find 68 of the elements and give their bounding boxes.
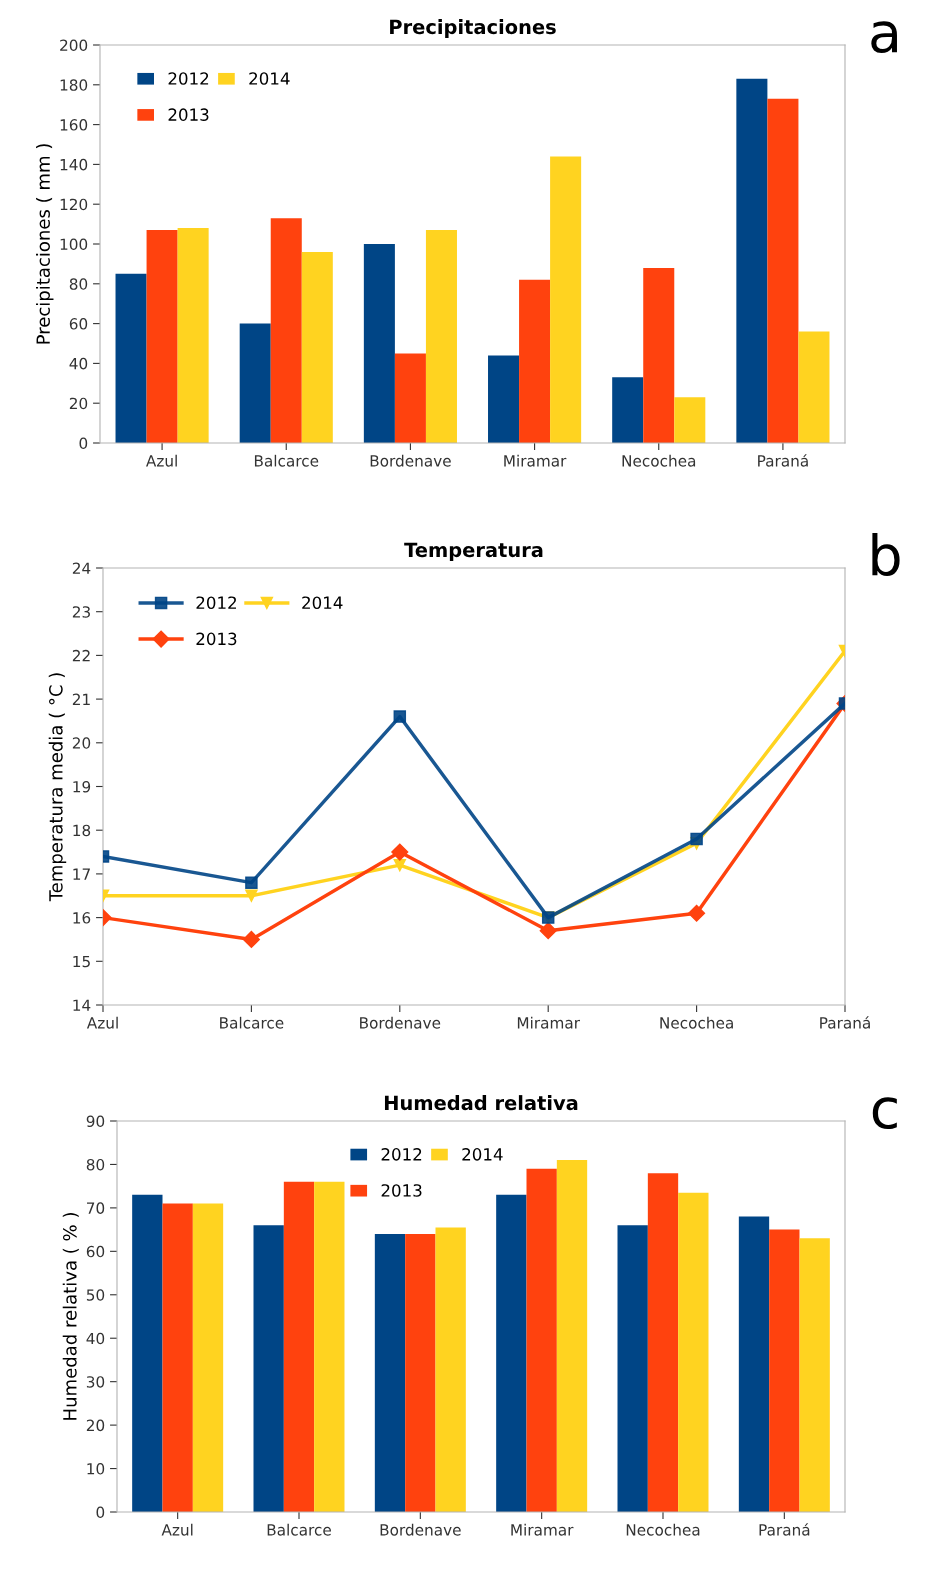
y-tick-label: 60 [86, 1245, 105, 1258]
y-tick-label: 30 [86, 1376, 105, 1388]
y-tick-label: 120 [60, 198, 88, 211]
chart-title: Temperatura [404, 542, 543, 561]
y-tick-label: 180 [60, 79, 88, 91]
legend-label: 2012 [196, 596, 237, 610]
y-tick-label: 90 [86, 1115, 105, 1128]
y-tick-label: 0 [96, 1506, 105, 1519]
x-tick-label: Paraná [758, 454, 808, 467]
y-tick-label: 22 [72, 649, 90, 662]
text: b [872, 533, 900, 577]
x-tick-label: Bordenave [380, 1523, 461, 1536]
y-tick-label: 24 [72, 562, 91, 574]
y-tick-label: 160 [60, 119, 88, 131]
y-tick-label: 40 [69, 357, 88, 370]
legend-label: 2014 [249, 72, 290, 85]
x-tick-label: Paraná [759, 1523, 810, 1536]
x-tick-label: Necochea [660, 1016, 733, 1029]
x-tick-label: Miramar [511, 1523, 574, 1536]
y-tick-label: 200 [60, 39, 88, 52]
y-tick-label: 20 [69, 397, 88, 410]
text: a [871, 21, 897, 54]
legend-label: 2014 [462, 1148, 503, 1161]
x-tick-label: Azul [146, 454, 177, 467]
legend-label: 2013 [196, 632, 237, 646]
x-tick-label: Necochea [622, 454, 696, 467]
y-axis-title: Humedad relativa ( % ) [62, 1213, 79, 1420]
legend-label: 2013 [381, 1184, 422, 1197]
x-tick-label: Balcarce [254, 454, 319, 467]
legend-label: 2013 [168, 108, 209, 121]
x-tick-label: Balcarce [267, 1523, 331, 1536]
y-tick-label: 20 [86, 1419, 105, 1432]
legend-label: 2012 [168, 72, 209, 85]
y-tick-label: 50 [86, 1289, 105, 1301]
text: c [872, 1097, 897, 1130]
y-tick-label: 60 [69, 318, 88, 330]
x-tick-label: Azul [86, 1016, 118, 1029]
x-tick-label: Bordenave [370, 454, 451, 467]
x-tick-label: Miramar [517, 1016, 580, 1029]
y-tick-label: 10 [87, 1463, 105, 1475]
y-tick-label: 40 [86, 1332, 105, 1345]
x-tick-label: Azul [161, 1523, 193, 1536]
y-tick-label: 17 [73, 868, 90, 880]
y-tick-label: 70 [87, 1202, 105, 1214]
y-tick-label: 19 [73, 780, 91, 793]
legend-label: 2014 [302, 596, 343, 610]
chart-title: Precipitaciones [390, 19, 556, 38]
y-tick-label: 20 [72, 737, 91, 749]
x-tick-label: Balcarce [220, 1016, 284, 1029]
x-tick-label: Paraná [820, 1016, 870, 1029]
y-tick-label: 80 [86, 1158, 105, 1171]
y-axis-title: Temperatura media ( °C ) [48, 673, 67, 902]
y-tick-label: 23 [72, 606, 90, 618]
y-tick-label: 21 [72, 693, 90, 705]
legend-label: 2012 [381, 1148, 422, 1161]
y-tick-label: 80 [69, 278, 88, 290]
y-tick-label: 18 [73, 824, 91, 837]
y-axis-title: Precipitaciones ( mm ) [36, 144, 54, 344]
x-tick-label: Miramar [504, 454, 567, 467]
x-tick-label: Necochea [626, 1523, 700, 1536]
y-tick-label: 15 [73, 955, 90, 968]
chart-title: Humedad relativa [384, 1095, 578, 1111]
y-tick-label: 140 [60, 158, 88, 171]
y-tick-label: 16 [73, 912, 91, 924]
y-tick-label: 0 [79, 437, 88, 450]
x-tick-label: Bordenave [360, 1016, 441, 1029]
y-tick-label: 14 [73, 999, 91, 1011]
y-tick-label: 100 [60, 238, 88, 251]
